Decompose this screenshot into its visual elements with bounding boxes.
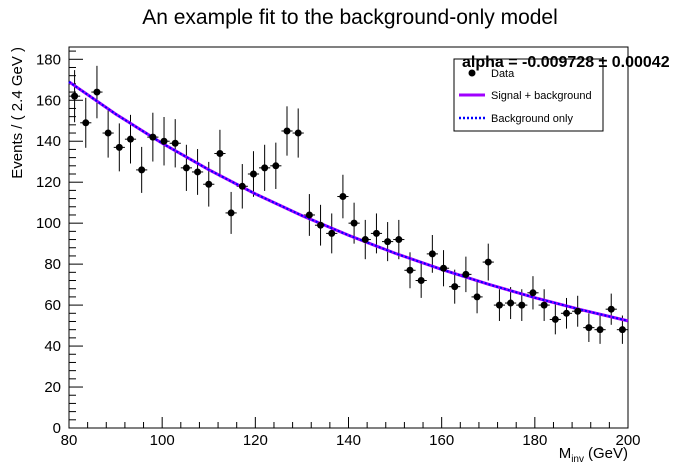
legend-marker-data — [468, 69, 476, 77]
data-point — [372, 229, 380, 237]
legend-label: Data — [491, 68, 515, 80]
data-point — [473, 293, 481, 301]
x-tick-label: 180 — [522, 432, 547, 449]
data-point — [126, 135, 134, 143]
data-point — [261, 164, 269, 172]
x-axis-label-main: M — [559, 445, 572, 462]
data-point — [462, 270, 470, 278]
data-point — [384, 238, 392, 246]
y-axis: 0 20 40 60 80 100 120 140 160 180 — [36, 50, 83, 437]
data-point — [216, 150, 224, 158]
legend-label: Background only — [491, 113, 573, 125]
data-point — [115, 143, 123, 151]
data-point — [82, 119, 90, 127]
y-tick-label: 100 — [36, 215, 61, 232]
data-point — [71, 92, 79, 100]
data-point — [551, 315, 559, 323]
fit-parameter-label: alpha = -0.009728 ± 0.00042 — [462, 54, 670, 71]
data-point — [205, 180, 213, 188]
data-point — [238, 182, 246, 190]
y-tick-label: 40 — [44, 338, 61, 355]
x-tick-label: 140 — [336, 432, 361, 449]
data-point — [484, 258, 492, 266]
plot-area — [68, 65, 629, 344]
data-points — [71, 88, 626, 334]
data-point — [182, 164, 190, 172]
data-point — [227, 209, 235, 217]
data-point — [149, 133, 157, 141]
x-tick-label: 100 — [150, 432, 175, 449]
y-tick-label: 80 — [44, 256, 61, 273]
x-tick-label: 80 — [61, 432, 78, 449]
y-axis-label: Events / ( 2.4 GeV ) — [9, 47, 26, 179]
x-tick-label: 160 — [429, 432, 454, 449]
y-tick-label: 60 — [44, 297, 61, 314]
data-point — [171, 139, 179, 147]
data-point — [294, 129, 302, 137]
legend-label: Signal + background — [491, 90, 592, 102]
data-point — [417, 277, 425, 285]
data-point — [249, 170, 257, 178]
data-point — [138, 166, 146, 174]
data-point — [507, 299, 515, 307]
data-point — [518, 301, 526, 309]
data-point — [104, 129, 112, 137]
data-point — [194, 168, 202, 176]
data-point — [305, 211, 313, 219]
data-point — [395, 236, 403, 244]
x-axis-label-subscript: inv — [571, 454, 584, 465]
data-point — [618, 326, 626, 334]
data-point — [339, 193, 347, 201]
data-point — [585, 324, 593, 332]
y-tick-label: 160 — [36, 92, 61, 109]
x-tick-label: 200 — [615, 432, 640, 449]
data-point — [540, 301, 548, 309]
data-point — [317, 221, 325, 229]
legend: Data Signal + background Background only — [453, 58, 604, 132]
data-point — [406, 266, 414, 274]
chart-title: An example fit to the background-only mo… — [142, 6, 558, 29]
x-tick-label: 120 — [243, 432, 268, 449]
y-tick-label: 180 — [36, 51, 61, 68]
data-point — [574, 307, 582, 315]
data-point — [283, 127, 291, 135]
x-axis-label: Minv (GeV) — [559, 445, 628, 465]
y-tick-label: 140 — [36, 133, 61, 150]
data-point — [93, 88, 101, 96]
data-point — [328, 229, 336, 237]
background-only-curve — [68, 80, 629, 322]
data-point — [440, 264, 448, 272]
data-point — [160, 137, 168, 145]
data-point — [607, 305, 615, 313]
data-point — [451, 283, 459, 291]
y-tick-label: 0 — [53, 420, 61, 437]
y-tick-label: 120 — [36, 174, 61, 191]
data-point — [272, 162, 280, 170]
data-point — [361, 236, 369, 244]
x-axis-label-unit: (GeV) — [588, 445, 628, 462]
data-point — [350, 219, 358, 227]
data-point — [529, 289, 537, 297]
data-point — [596, 326, 604, 334]
data-point — [563, 309, 571, 317]
x-axis: 80 100 120 140 160 180 200 — [61, 417, 641, 449]
data-point — [428, 250, 436, 258]
y-tick-label: 20 — [44, 379, 61, 396]
data-point — [495, 301, 503, 309]
